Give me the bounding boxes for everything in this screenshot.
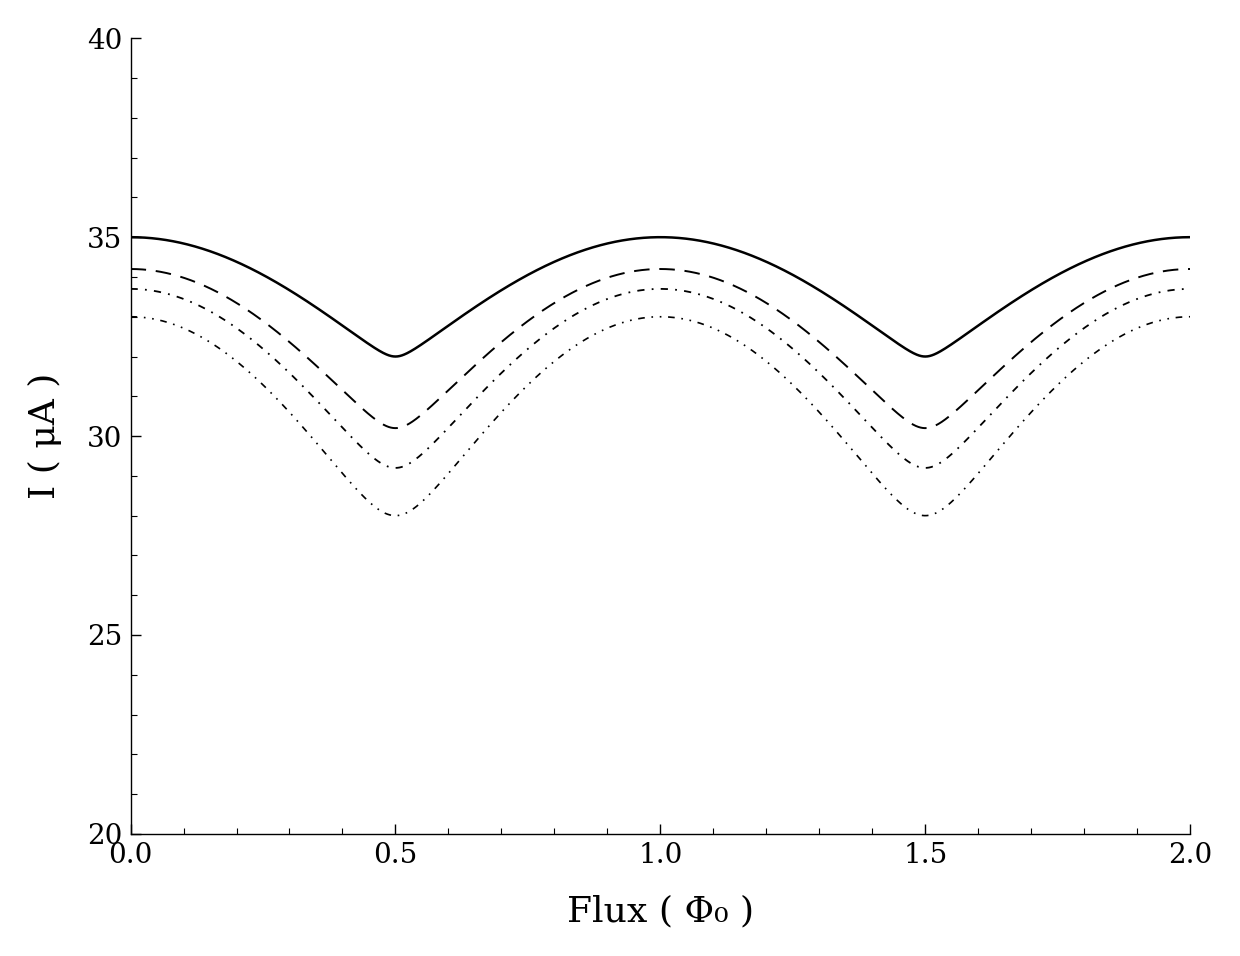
X-axis label: Flux ( Φ₀ ): Flux ( Φ₀ ) — [567, 894, 754, 928]
Y-axis label: I ( μA ): I ( μA ) — [27, 373, 62, 499]
